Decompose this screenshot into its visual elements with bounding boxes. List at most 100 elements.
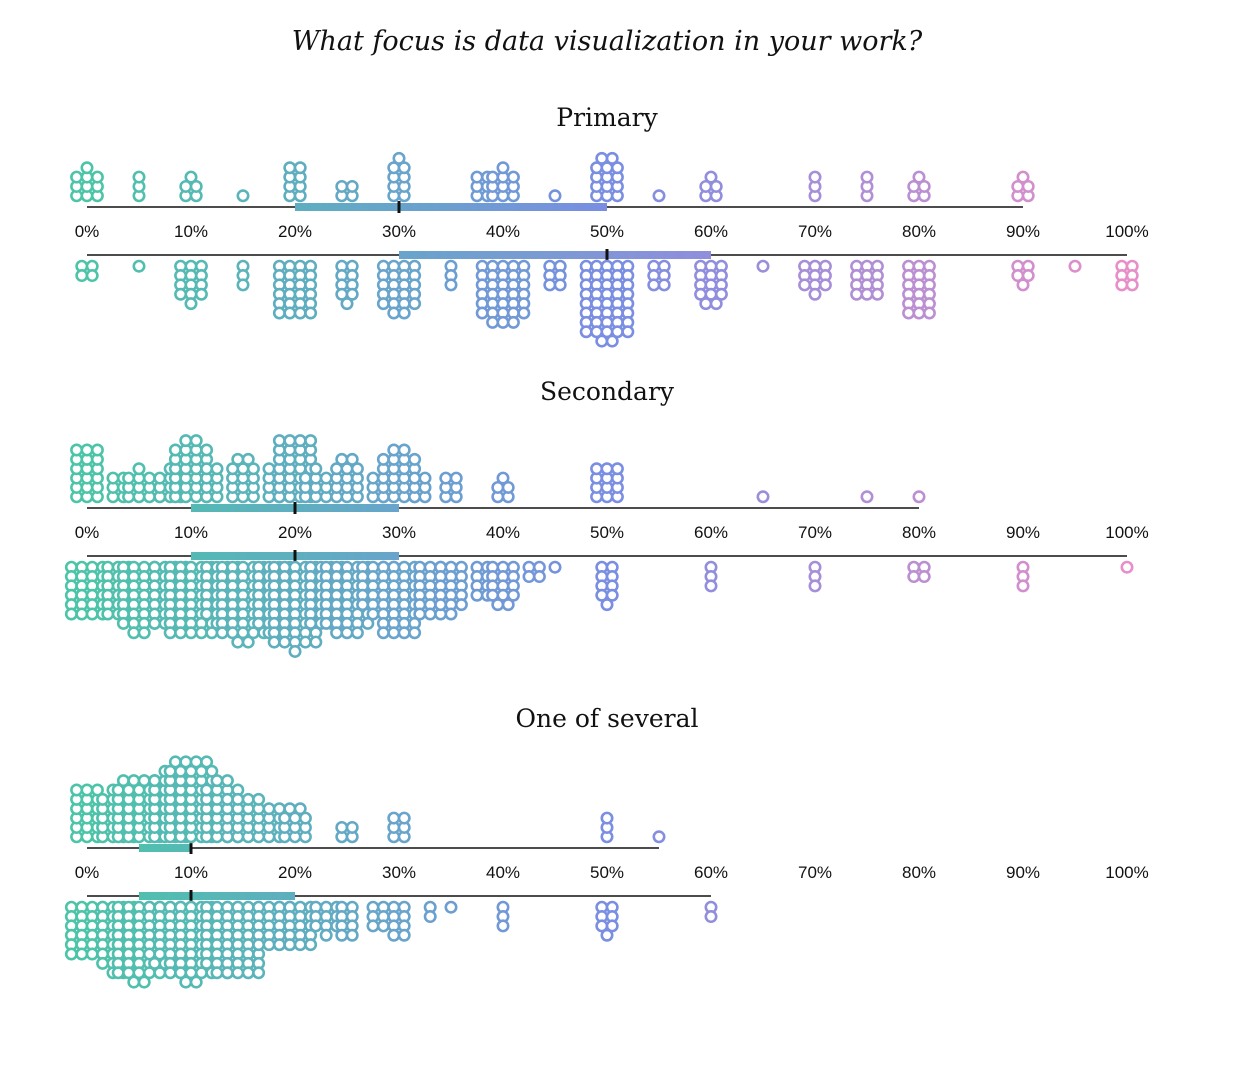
data-point [298,635,312,649]
data-point [860,490,874,504]
data-point [376,297,390,311]
tick-label-90pct: 90% [1006,863,1040,882]
data-point [148,616,162,630]
data-point [127,626,141,640]
tick-label-100pct: 100% [1105,523,1148,542]
data-point [605,588,619,602]
data-point [132,259,146,273]
data-point [304,306,318,320]
data-point [236,278,250,292]
median-mark-upper [397,201,401,213]
data-point [220,774,234,788]
panel-title-one-of-several: One of several [516,704,699,733]
data-point [506,170,520,184]
data-point [304,616,318,630]
data-point [345,287,359,301]
data-point [215,626,229,640]
data-point [200,755,214,769]
data-point [1021,269,1035,283]
chart-title: What focus is data visualization in your… [292,26,923,57]
data-point [532,570,546,584]
data-point [283,434,297,448]
data-point [397,161,411,175]
data-point [517,306,531,320]
median-mark-lower [605,249,609,261]
tick-label-90pct: 90% [1006,523,1040,542]
data-point [184,626,198,640]
data-point [90,783,104,797]
data-point [210,774,224,788]
data-point [605,919,619,933]
data-point [64,607,78,621]
data-point [444,607,458,621]
data-point [335,452,349,466]
data-point [127,975,141,989]
data-point [486,170,500,184]
panel-title-primary: Primary [556,103,658,132]
data-point [272,434,286,448]
tick-label-50pct: 50% [590,863,624,882]
data-point [85,607,99,621]
data-point [137,975,151,989]
median-mark-upper [293,502,297,514]
data-point [408,297,422,311]
data-point [496,161,510,175]
tick-label-30pct: 30% [382,863,416,882]
data-point [350,462,364,476]
data-point [387,306,401,320]
data-point [340,626,354,640]
data-point [1125,278,1139,292]
data-point [179,755,193,769]
data-point [231,966,245,980]
data-point [309,635,323,649]
data-point [200,607,214,621]
data-point [704,910,718,924]
tick-label-40pct: 40% [486,222,520,241]
tick-label-100pct: 100% [1105,222,1148,241]
tick-label-70pct: 70% [798,523,832,542]
data-point [179,434,193,448]
tick-label-70pct: 70% [798,222,832,241]
data-point [231,452,245,466]
data-point [491,598,505,612]
data-point [278,635,292,649]
iqr-bar-upper [139,844,191,852]
data-point [470,170,484,184]
data-point [543,278,557,292]
data-point [652,189,666,203]
data-point [912,306,926,320]
panel-title-secondary: Secondary [540,377,675,406]
data-point [335,928,349,942]
data-point [423,607,437,621]
data-point [444,278,458,292]
data-point [506,588,520,602]
data-point [449,471,463,485]
data-point [153,471,167,485]
data-point [1016,170,1030,184]
data-point [413,607,427,621]
data-point [808,170,822,184]
data-point [90,170,104,184]
data-point [319,928,333,942]
iqr-bar-upper [295,203,607,211]
data-point [454,598,468,612]
data-point [283,938,297,952]
data-point [200,783,214,797]
data-point [189,975,203,989]
data-point [496,919,510,933]
data-point [309,919,323,933]
data-point [184,170,198,184]
data-point [293,938,307,952]
data-point [75,269,89,283]
data-point [818,278,832,292]
data-point [200,956,214,970]
data-point [127,774,141,788]
tick-label-70pct: 70% [798,863,832,882]
tick-label-10pct: 10% [174,222,208,241]
data-point [408,626,422,640]
data-point [418,471,432,485]
data-point [80,783,94,797]
tick-label-10pct: 10% [174,523,208,542]
data-point [361,616,375,630]
